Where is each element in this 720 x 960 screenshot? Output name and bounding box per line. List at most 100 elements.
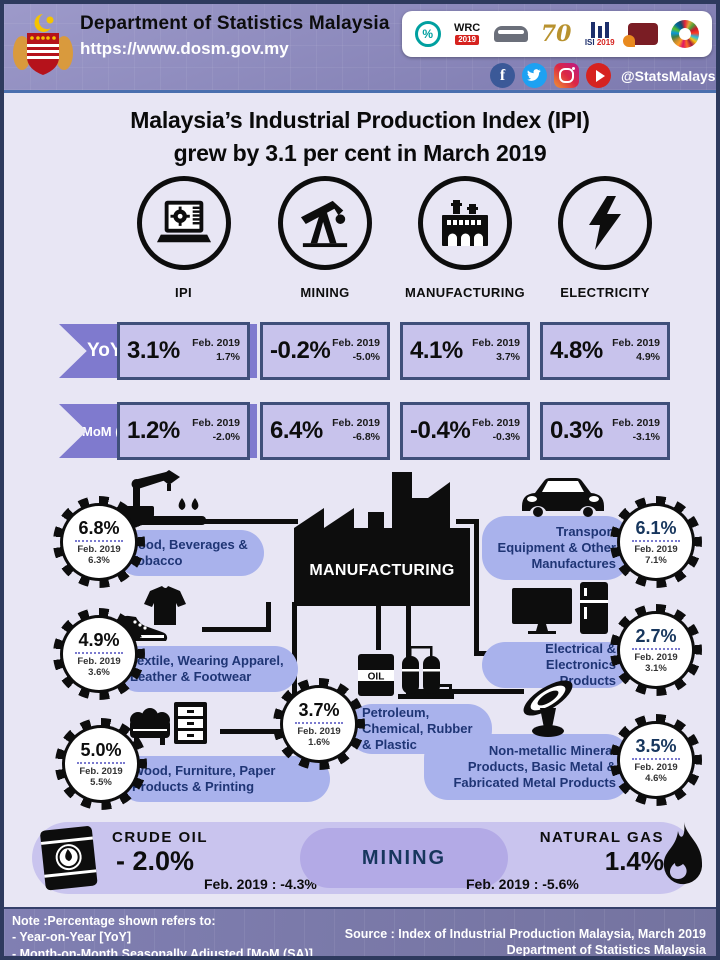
footer-note-3: - Month-on-Month Seasonally Adjusted [Mo…: [12, 946, 313, 960]
category-mining: MINING: [260, 176, 390, 300]
footer-notes: Note :Percentage shown refers to: - Year…: [12, 913, 313, 956]
manufacturing-factory-icon: [290, 466, 474, 611]
connector-line: [202, 627, 270, 632]
yoy-electricity-box: 4.8% Feb. 2019 4.9%: [540, 322, 670, 380]
sector-value-petroleum: 3.7%: [295, 700, 343, 724]
mom-manufacturing-value: -0.4%: [410, 417, 471, 444]
gear-badge-wood: 5.0% Feb. 2019 5.5%: [55, 718, 147, 810]
car-icon: [518, 468, 608, 523]
manufacturing-diagram: MANUFACTURING: [4, 466, 716, 818]
youtube-icon[interactable]: [586, 63, 611, 88]
wrc-text: WRC: [453, 22, 481, 34]
yoy-row: YoY 3.1% Feb. 2019 1.7% -0.2% Feb. 2019 -5…: [4, 318, 716, 384]
connector-line: [220, 729, 297, 734]
oil-barrel-text: OIL: [368, 672, 385, 683]
natural-gas-label: NATURAL GAS: [539, 829, 664, 846]
malaysia-coat-of-arms-icon: [12, 11, 74, 86]
mom-mining-box: 6.4% Feb. 2019 -6.8%: [260, 402, 390, 460]
twitter-icon[interactable]: [522, 63, 547, 88]
footer-note-1: Note :Percentage shown refers to:: [12, 914, 216, 928]
crude-oil-value: - 2.0%: [116, 846, 195, 876]
mining-summary-bar: CRUDE OIL - 2.0% Feb. 2019 : -4.3% MININ…: [4, 818, 716, 904]
social-media-row: f @StatsMalaysia: [490, 63, 720, 88]
train-logo: [493, 26, 528, 42]
gear-badge-petroleum: 3.7% Feb. 2019 1.6%: [273, 678, 365, 770]
yoy-manufacturing-box: 4.1% Feb. 2019 3.7%: [400, 322, 530, 380]
natural-gas-value: 1.4%: [604, 846, 664, 876]
category-label-electricity: ELECTRICITY: [560, 285, 650, 300]
hari-statistik-logo: %: [414, 21, 441, 47]
facebook-icon[interactable]: f: [490, 63, 515, 88]
category-icons-row: IPI MINING: [117, 176, 670, 300]
sector-label-textile: Textile, Wearing Apparel, Leather & Foot…: [116, 646, 298, 692]
mom-manufacturing-box: -0.4% Feb. 2019 -0.3%: [400, 402, 530, 460]
gear-badge-electrical: 2.7% Feb. 2019 3.1%: [610, 604, 702, 696]
mom-row: MoM (SA) 1.2% Feb. 2019 -2.0% 6.4% Feb. 2…: [4, 398, 716, 464]
mom-ipi-value: 1.2%: [127, 417, 180, 444]
sector-value-textile: 4.9%: [75, 630, 123, 654]
event-logos-strip: % WRC 2019 70 ISI 2019: [402, 11, 712, 57]
footer-note-2: - Year-on-Year [YoY]: [12, 930, 132, 945]
category-label-ipi: IPI: [174, 285, 193, 300]
yoy-manufacturing-value: 4.1%: [410, 337, 463, 364]
oil-pump-icon: [278, 176, 372, 270]
oil-barrel-icon: [34, 821, 105, 900]
gear-badge-nonmetallic: 3.5% Feb. 2019 4.6%: [610, 714, 702, 806]
sdg-wheel-logo: [671, 20, 700, 48]
category-manufacturing: MANUFACTURING: [400, 176, 530, 300]
furniture-icon: [126, 700, 211, 760]
header-divider: [4, 90, 716, 93]
connector-line: [406, 606, 411, 694]
yoy-ipi-box: 3.1% Feb. 2019 1.7%: [117, 322, 250, 380]
crude-oil-ref: Feb. 2019 : -4.3%: [204, 876, 317, 892]
isi-2019-logo: ISI 2019: [585, 21, 615, 47]
org-url[interactable]: https://www.dosm.gov.my: [80, 39, 289, 58]
connector-line: [474, 519, 479, 656]
yoy-mining-box: -0.2% Feb. 2019 -5.0%: [260, 322, 390, 380]
mom-electricity-box: 0.3% Feb. 2019 -3.1%: [540, 402, 670, 460]
instagram-icon[interactable]: [554, 63, 579, 88]
flame-icon: [656, 822, 710, 899]
laptop-gear-icon: [136, 176, 231, 270]
oil-refinery-icon: OIL: [352, 642, 457, 709]
manufacturing-center-label: MANUFACTURING: [309, 562, 455, 579]
satellite-dish-icon: [500, 676, 595, 743]
sector-value-nonmetallic: 3.5%: [632, 736, 680, 760]
yoy-mining-value: -0.2%: [270, 337, 331, 364]
mom-ipi-box: 1.2% Feb. 2019 -2.0%: [117, 402, 250, 460]
connector-line: [202, 519, 298, 524]
mom-mining-value: 6.4%: [270, 417, 323, 444]
page-title: Malaysia’s Industrial Production Index (…: [130, 107, 590, 167]
sector-label-electrical: Electrical & Electronics Products: [482, 641, 630, 688]
lightning-icon: [558, 176, 652, 270]
natural-gas-ref: Feb. 2019 : -5.6%: [466, 876, 579, 892]
connector-line: [406, 689, 524, 694]
wrc-2019-logo: WRC 2019: [454, 23, 480, 45]
factory-icon: [418, 176, 512, 270]
sector-label-nonmetallic: Non-metallic Mineral Products, Basic Met…: [424, 734, 630, 800]
category-label-manufacturing: MANUFACTURING: [404, 285, 526, 300]
social-handle[interactable]: @StatsMalaysia: [621, 67, 720, 84]
gear-badge-transport: 6.1% Feb. 2019 7.1%: [610, 496, 702, 588]
gear-badge-food: 6.8% Feb. 2019 6.3%: [53, 496, 145, 588]
mining-center-label: MINING: [300, 828, 508, 888]
header-bar: Department of Statistics Malaysia https:…: [4, 4, 716, 90]
sector-label-wood: Wood, Furniture, Paper Products & Printi…: [118, 756, 330, 802]
org-name: Department of Statistics Malaysia: [80, 13, 390, 34]
connector-line: [456, 519, 479, 524]
category-label-mining: MINING: [300, 285, 350, 300]
twin-towers-icon: [590, 21, 609, 38]
connector-line: [266, 602, 271, 632]
footer-source-2: Department of Statistics Malaysia: [506, 943, 706, 958]
title-block: Malaysia’s Industrial Production Index (…: [4, 93, 716, 173]
yoy-electricity-value: 4.8%: [550, 337, 603, 364]
footer-source-1: Source : Index of Industrial Production …: [344, 927, 706, 941]
sector-value-food: 6.8%: [75, 518, 123, 542]
wrc-year: 2019: [455, 35, 479, 45]
sector-value-wood: 5.0%: [77, 740, 125, 764]
category-ipi: IPI: [117, 176, 250, 300]
tv-fridge-icon: [512, 582, 612, 642]
sector-label-transport: Transport Equipment & Other Manufactures: [482, 516, 630, 580]
footer-source: Source : Index of Industrial Production …: [345, 913, 706, 956]
